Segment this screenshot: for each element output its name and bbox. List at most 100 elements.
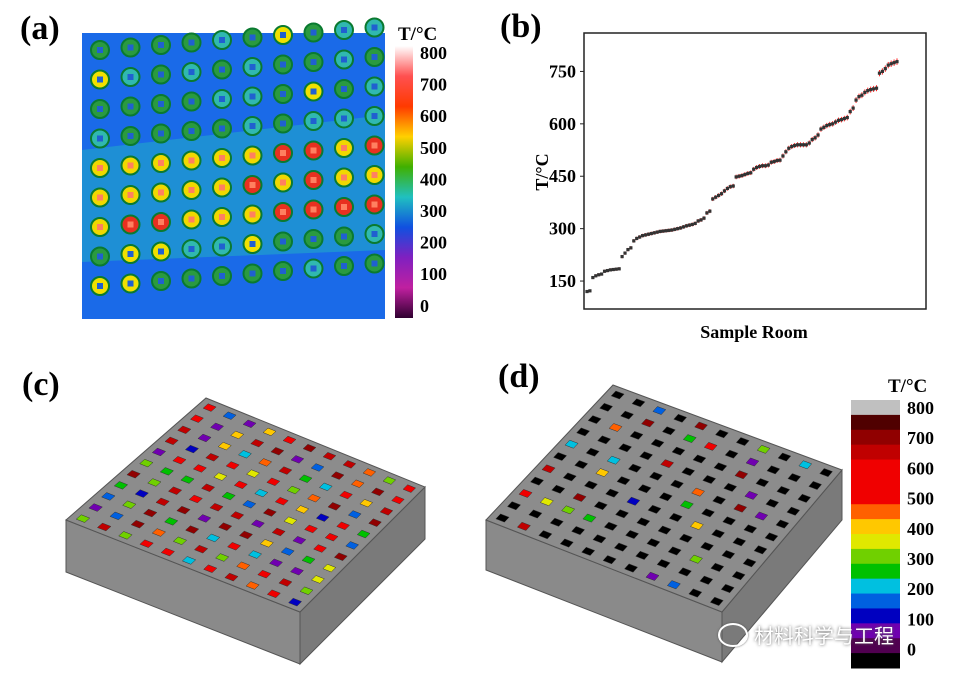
sample-cell (262, 508, 277, 517)
sample-cell (764, 532, 779, 542)
colorbar-title: T/°C (888, 376, 927, 397)
sample-cell (246, 469, 260, 478)
sample-cell (713, 462, 728, 472)
sample-square (127, 251, 134, 257)
data-point (857, 94, 861, 99)
data-point (646, 232, 651, 236)
sample-square (371, 24, 378, 31)
sample-cell (506, 501, 522, 511)
data-point (711, 197, 715, 201)
data-point (632, 239, 636, 243)
sample-square (158, 278, 164, 284)
data-point (880, 69, 884, 74)
sample-square (371, 231, 378, 237)
data-point (617, 267, 621, 271)
sample-cell (765, 498, 780, 508)
sample-cell (205, 453, 220, 462)
sample-square (97, 47, 103, 53)
sample-cell (238, 530, 254, 540)
colorbar-tick: 300 (907, 549, 934, 569)
colorbar-segment (851, 444, 900, 461)
sample-cell (181, 556, 197, 565)
sample-cell (690, 521, 704, 531)
colorbar-tick: 800 (907, 398, 934, 418)
sample-cell (592, 534, 607, 544)
sample-cell (720, 583, 735, 594)
sample-cell (754, 511, 769, 521)
sample-cell (362, 468, 377, 477)
sample-cell (636, 517, 651, 527)
sample-cell (585, 447, 600, 457)
data-point (626, 248, 630, 252)
data-point (784, 150, 788, 154)
sample-cell (224, 572, 239, 582)
data-point (611, 267, 615, 272)
data-point (667, 228, 671, 232)
data-point (872, 87, 876, 91)
colorbar-segment (851, 548, 900, 565)
sample-cell (203, 564, 218, 573)
colorbar-segment (851, 489, 900, 505)
wechat-icon (718, 622, 748, 647)
sample-square (219, 125, 225, 132)
sample-cell (756, 444, 771, 454)
sample-cell (637, 484, 652, 494)
data-point (655, 230, 659, 234)
panel-b-label: (b) (500, 8, 542, 45)
sample-cell (587, 415, 602, 424)
sample-cell (732, 537, 747, 547)
data-point (743, 172, 747, 177)
sample-cell (189, 414, 204, 423)
sample-square (158, 42, 164, 48)
sample-square (310, 88, 317, 95)
sample-cell (629, 431, 644, 440)
sample-cell (574, 460, 589, 469)
colorbar-tick: 600 (420, 106, 447, 126)
data-point (702, 216, 706, 220)
sample-cell (673, 413, 688, 423)
sample-cell (209, 503, 224, 512)
sample-cell (266, 589, 281, 599)
sample-cell (625, 530, 640, 539)
sample-square (341, 233, 347, 240)
sample-cell (368, 518, 382, 527)
sample-cell (391, 495, 405, 505)
sample-cell (731, 571, 746, 581)
sample-cell (679, 500, 694, 510)
sample-cell (652, 406, 667, 415)
sample-cell (258, 458, 273, 467)
colorbar-tick: 200 (907, 579, 934, 599)
sample-cell (215, 553, 230, 562)
sample-cell (242, 419, 257, 428)
sample-cell (236, 561, 251, 571)
sample-square (310, 236, 317, 242)
data-point (690, 222, 694, 227)
sample-cell (647, 504, 662, 514)
sample-square (97, 253, 103, 260)
colorbar-tick: 500 (907, 489, 934, 509)
data-point (886, 63, 890, 67)
sample-cell (164, 436, 179, 446)
data-point (822, 125, 826, 129)
sample-cell (143, 508, 158, 518)
sample-square (127, 133, 134, 139)
data-point (842, 116, 846, 121)
sample-cell (564, 439, 579, 449)
colorbar-segment (851, 519, 900, 535)
sample-cell (250, 519, 265, 528)
sample-square (97, 76, 103, 83)
sample-cell (671, 446, 686, 456)
colorbar-tick: 100 (907, 609, 934, 629)
colorbar-segment (851, 534, 900, 550)
sample-cell (109, 511, 124, 521)
sample-cell (583, 480, 598, 490)
sample-cell (648, 471, 663, 481)
sample-square (341, 115, 347, 122)
sample-cell (313, 544, 327, 553)
sample-cell (691, 487, 705, 497)
sample-cell (678, 567, 692, 577)
sample-square (249, 182, 256, 188)
sample-square (219, 273, 225, 279)
sample-cell (245, 581, 260, 590)
